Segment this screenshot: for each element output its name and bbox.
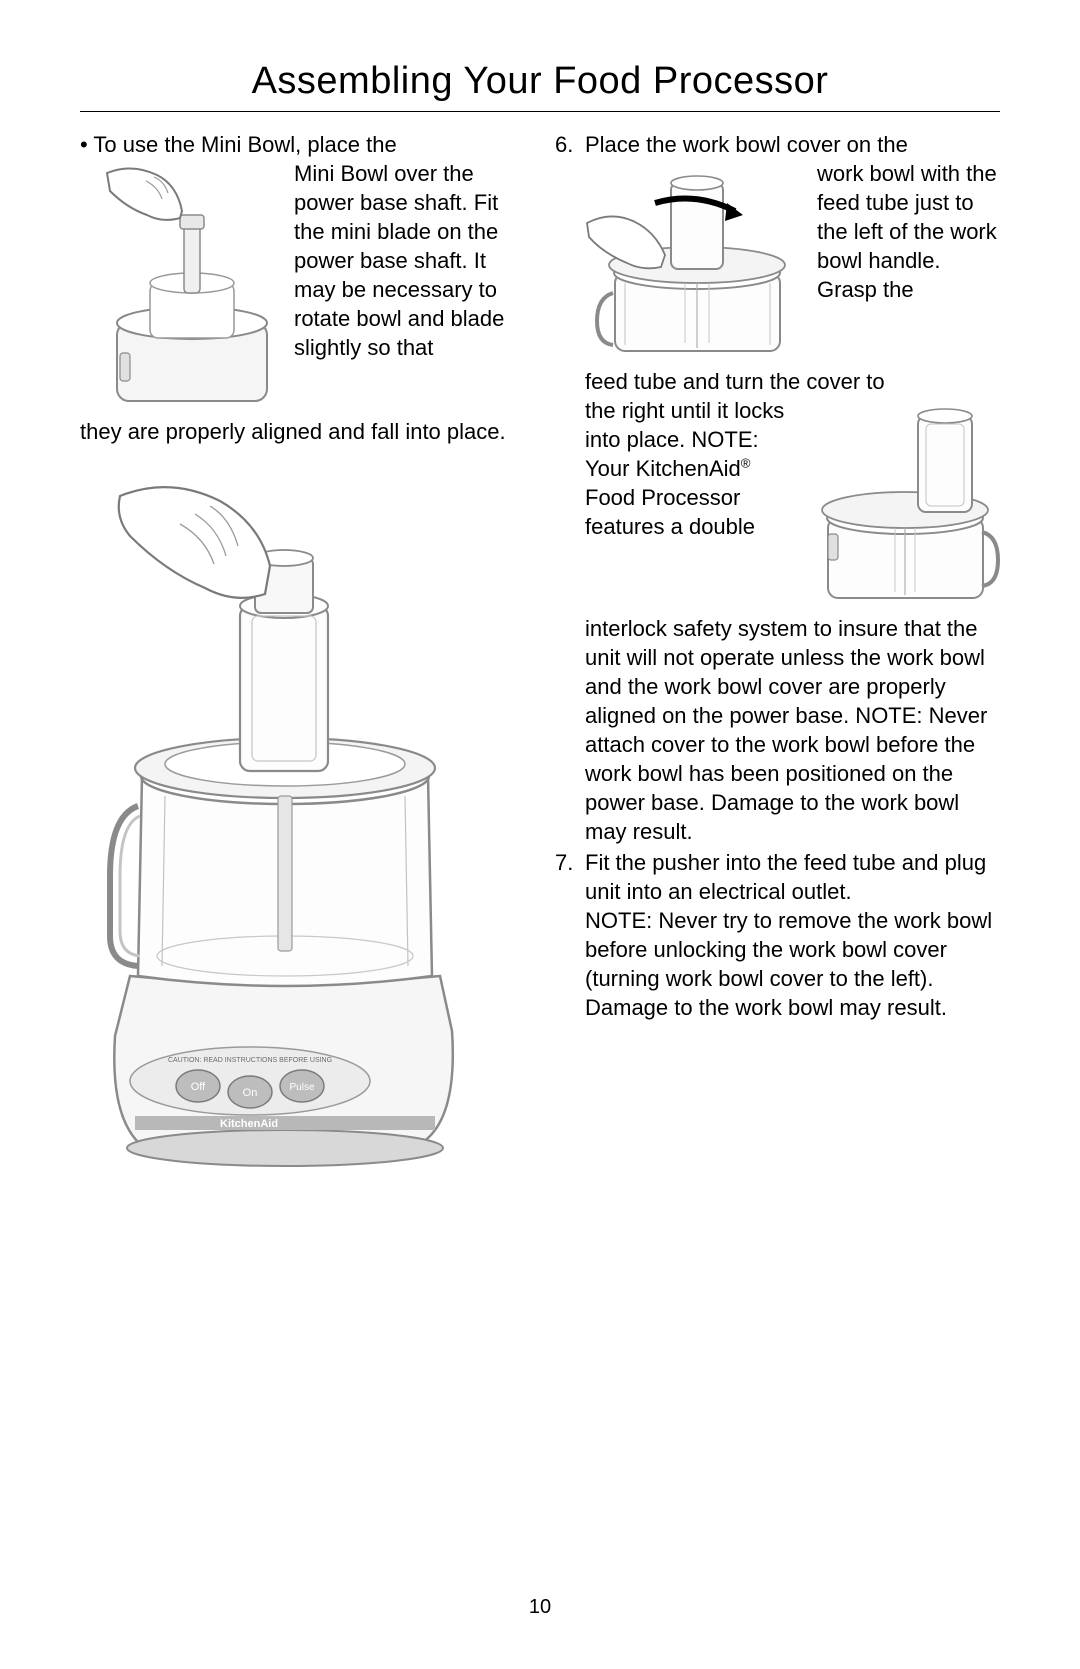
step-7-number: 7.: [555, 848, 585, 1022]
step-6-wrap2b: Food Processor features a double: [585, 485, 755, 539]
bullet-intro: • To use the Mini Bowl, place the: [80, 130, 525, 159]
locked-illustration: [810, 400, 1000, 610]
off-button-label: Off: [191, 1081, 206, 1093]
step-7-note: NOTE: Never try to remove the work bowl …: [585, 906, 1000, 1022]
page-title: Assembling Your Food Processor: [80, 60, 1000, 112]
caution-label: CAUTION: READ INSTRUCTIONS BEFORE USING: [168, 1057, 332, 1064]
step-6-mid1: feed tube and turn the cover to: [585, 367, 1000, 396]
pulse-button-label: Pulse: [289, 1082, 314, 1093]
step-6-intro: Place the work bowl cover on the: [585, 130, 1000, 159]
mini-bowl-step: • To use the Mini Bowl, place the: [80, 130, 525, 446]
bullet-tail-text: they are properly aligned and fall into …: [80, 417, 525, 446]
step-6-wrap1: work bowl with the feed tube just to the…: [817, 161, 997, 302]
step-7: 7. Fit the pusher into the feed tube and…: [555, 848, 1000, 1022]
left-column: • To use the Mini Bowl, place the: [80, 130, 525, 1196]
step-6-tail: interlock safety system to insure that t…: [585, 614, 1000, 846]
mini-bowl-illustration: [102, 163, 282, 413]
on-button-label: On: [243, 1087, 258, 1099]
content-columns: • To use the Mini Bowl, place the: [80, 130, 1000, 1196]
full-processor-illustration: CAUTION: READ INSTRUCTIONS BEFORE USING …: [80, 476, 525, 1196]
step-7-body: Fit the pusher into the feed tube and pl…: [585, 848, 1000, 906]
cover-on-illustration: [585, 163, 805, 363]
registered-mark: ®: [741, 456, 751, 471]
step-6: 6. Place the work bowl cover on the: [555, 130, 1000, 846]
right-column: 6. Place the work bowl cover on the: [555, 130, 1000, 1196]
brand-label: KitchenAid: [220, 1118, 278, 1130]
step-6-wrap2: the right until it locks into place. NOT…: [585, 398, 784, 481]
step-6-number: 6.: [555, 130, 585, 846]
page-number: 10: [0, 1596, 1080, 1619]
bullet-wrap-text: Mini Bowl over the power base shaft. Fit…: [294, 161, 504, 360]
